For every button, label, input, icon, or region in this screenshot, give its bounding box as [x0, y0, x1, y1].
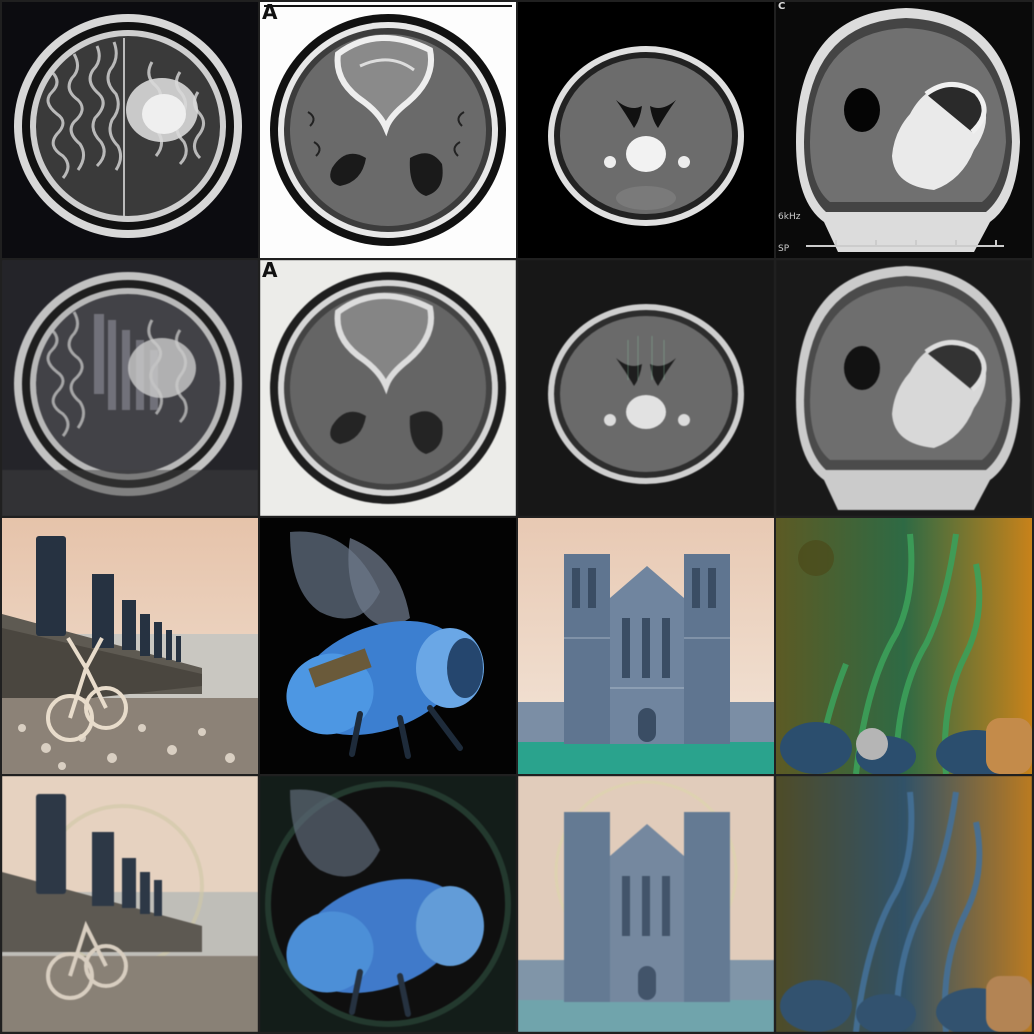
mri-coronal-lesion-image [776, 2, 1032, 258]
tile-mri-axial-t2-reconstruction [2, 260, 258, 516]
tile-underwater-reef-reconstruction [776, 776, 1032, 1032]
tile-mri-axial-ring-lesion: A [260, 2, 516, 258]
mri-axial-t2-image [2, 2, 258, 258]
tile-cathedral [518, 518, 774, 774]
blue-bee-reconstruction-image [260, 776, 516, 1032]
tile-underwater-reef [776, 518, 1032, 774]
tile-blue-bee-reconstruction [260, 776, 516, 1032]
beach-groynes-reconstruction-image [2, 776, 258, 1032]
mri-coronal-lesion-reconstruction-image [776, 260, 1032, 516]
tile-blue-bee [260, 518, 516, 774]
tile-mri-axial-t2 [2, 2, 258, 258]
tile-mri-axial-thalamic [518, 2, 774, 258]
mri-axial-thalamic-reconstruction-image [518, 260, 774, 516]
mri-axial-ring-lesion-image [260, 2, 516, 258]
tile-mri-axial-ring-lesion-reconstruction: A [260, 260, 516, 516]
mri-axial-thalamic-image [518, 2, 774, 258]
panel-letter-a: A [262, 2, 278, 24]
blue-bee-image [260, 518, 516, 774]
tile-mri-coronal-lesion-reconstruction [776, 260, 1032, 516]
tile-beach-groynes [2, 518, 258, 774]
tile-beach-groynes-reconstruction [2, 776, 258, 1032]
underwater-reef-reconstruction-image [776, 776, 1032, 1032]
tile-cathedral-reconstruction [518, 776, 774, 1032]
tile-mri-axial-thalamic-reconstruction [518, 260, 774, 516]
mri-axial-ring-lesion-reconstruction-image [260, 260, 516, 516]
cathedral-image [518, 518, 774, 774]
scanner-khz-text: 6kHz [778, 212, 801, 222]
panel-letter-a-reconstruction: A [262, 260, 278, 282]
mri-axial-t2-reconstruction-image [2, 260, 258, 516]
cathedral-reconstruction-image [518, 776, 774, 1032]
panel-letter-c: C [778, 2, 786, 12]
beach-groynes-image [2, 518, 258, 774]
tile-mri-coronal-lesion: C 6kHz SP [776, 2, 1032, 258]
scanner-sp-text: SP [778, 244, 790, 254]
underwater-reef-image [776, 518, 1032, 774]
